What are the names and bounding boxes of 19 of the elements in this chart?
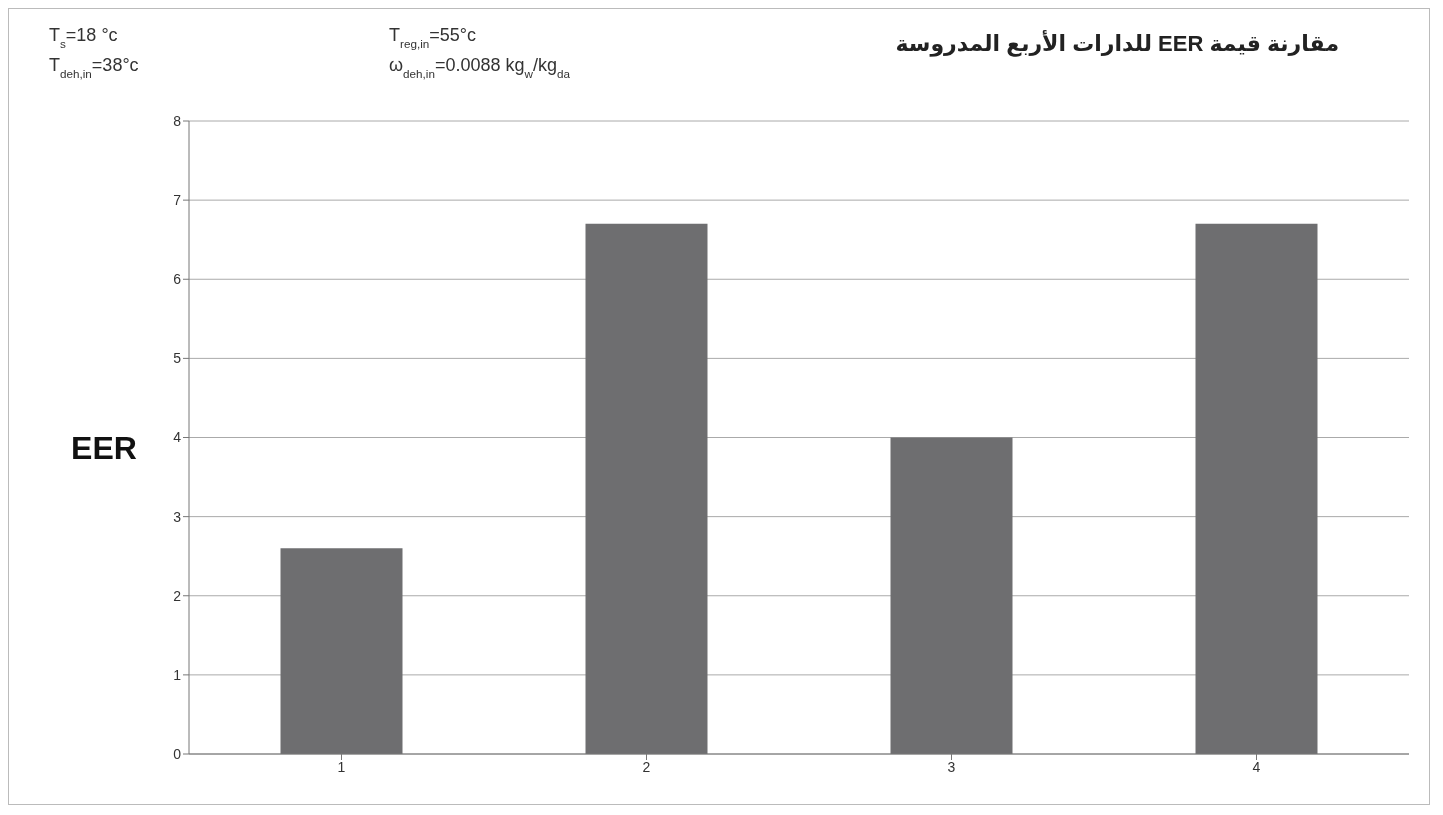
y-tick-label: 6 [173,271,182,288]
y-tick-label: 8 [173,112,182,129]
x-tick-label: 3 [947,758,956,775]
chart-title: مقارنة قيمة EER للدارات الأربع المدروسة [895,29,1339,57]
y-axis-title: EER [71,430,137,466]
text: T$_{reg,in}$=55°c [389,25,476,50]
text: ω$_{deh,in}$=0.0088 kg$_{w}$/kg$_{da}$ [389,55,571,80]
x-tick-label: 4 [1252,758,1261,775]
x-tick-label: 2 [642,758,651,775]
text: T$_{deh,in}$=38°c [49,55,139,80]
y-tick-label: 0 [173,745,182,762]
y-tick-label: 2 [173,587,182,604]
y-tick-label: 5 [173,350,182,367]
x-tick-label: 1 [337,758,346,775]
text: T$_{s}$=18 °c [49,25,118,50]
y-tick-label: 3 [173,508,182,525]
y-tick-label: 7 [173,192,182,209]
y-tick-label: 1 [173,666,182,683]
y-tick-label: 4 [173,429,182,446]
